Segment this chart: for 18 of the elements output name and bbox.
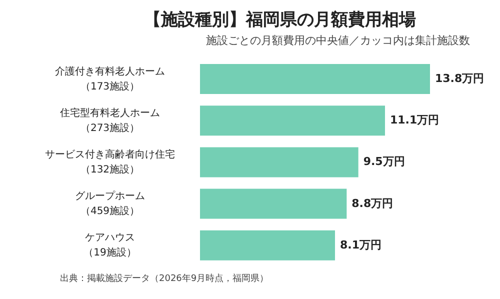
bar (200, 64, 430, 94)
data-label: 8.8万円 (352, 196, 394, 210)
source-note: 出典：掲載施設データ（2026年9月時点，福岡県） (60, 272, 269, 285)
data-label: 13.8万円 (435, 72, 484, 86)
data-label: 11.1万円 (390, 114, 440, 127)
y-tick-label: グループホーム（459施設） (75, 190, 145, 217)
bar (200, 188, 347, 219)
data-label: 8.1万円 (340, 238, 382, 252)
y-tick-label: 介護付き有料老人ホーム（173施設） (55, 65, 165, 92)
data-label: 9.5万円 (363, 155, 405, 168)
y-tick-label: サービス付き高齢者向け住宅（132施設） (45, 148, 175, 176)
y-tick-label: ケアハウス（19施設） (84, 232, 136, 258)
bar (200, 106, 385, 136)
chart-subtitle: 施設ごとの月額費用の中央値／カッコ内は集計施設数 (205, 33, 471, 48)
bar (200, 147, 358, 178)
y-tick-label: 住宅型有料老人ホーム（273施設） (60, 106, 160, 134)
chart-title: 【施設種別】福岡県の月額費用相場 (143, 9, 417, 31)
bar (200, 230, 335, 260)
